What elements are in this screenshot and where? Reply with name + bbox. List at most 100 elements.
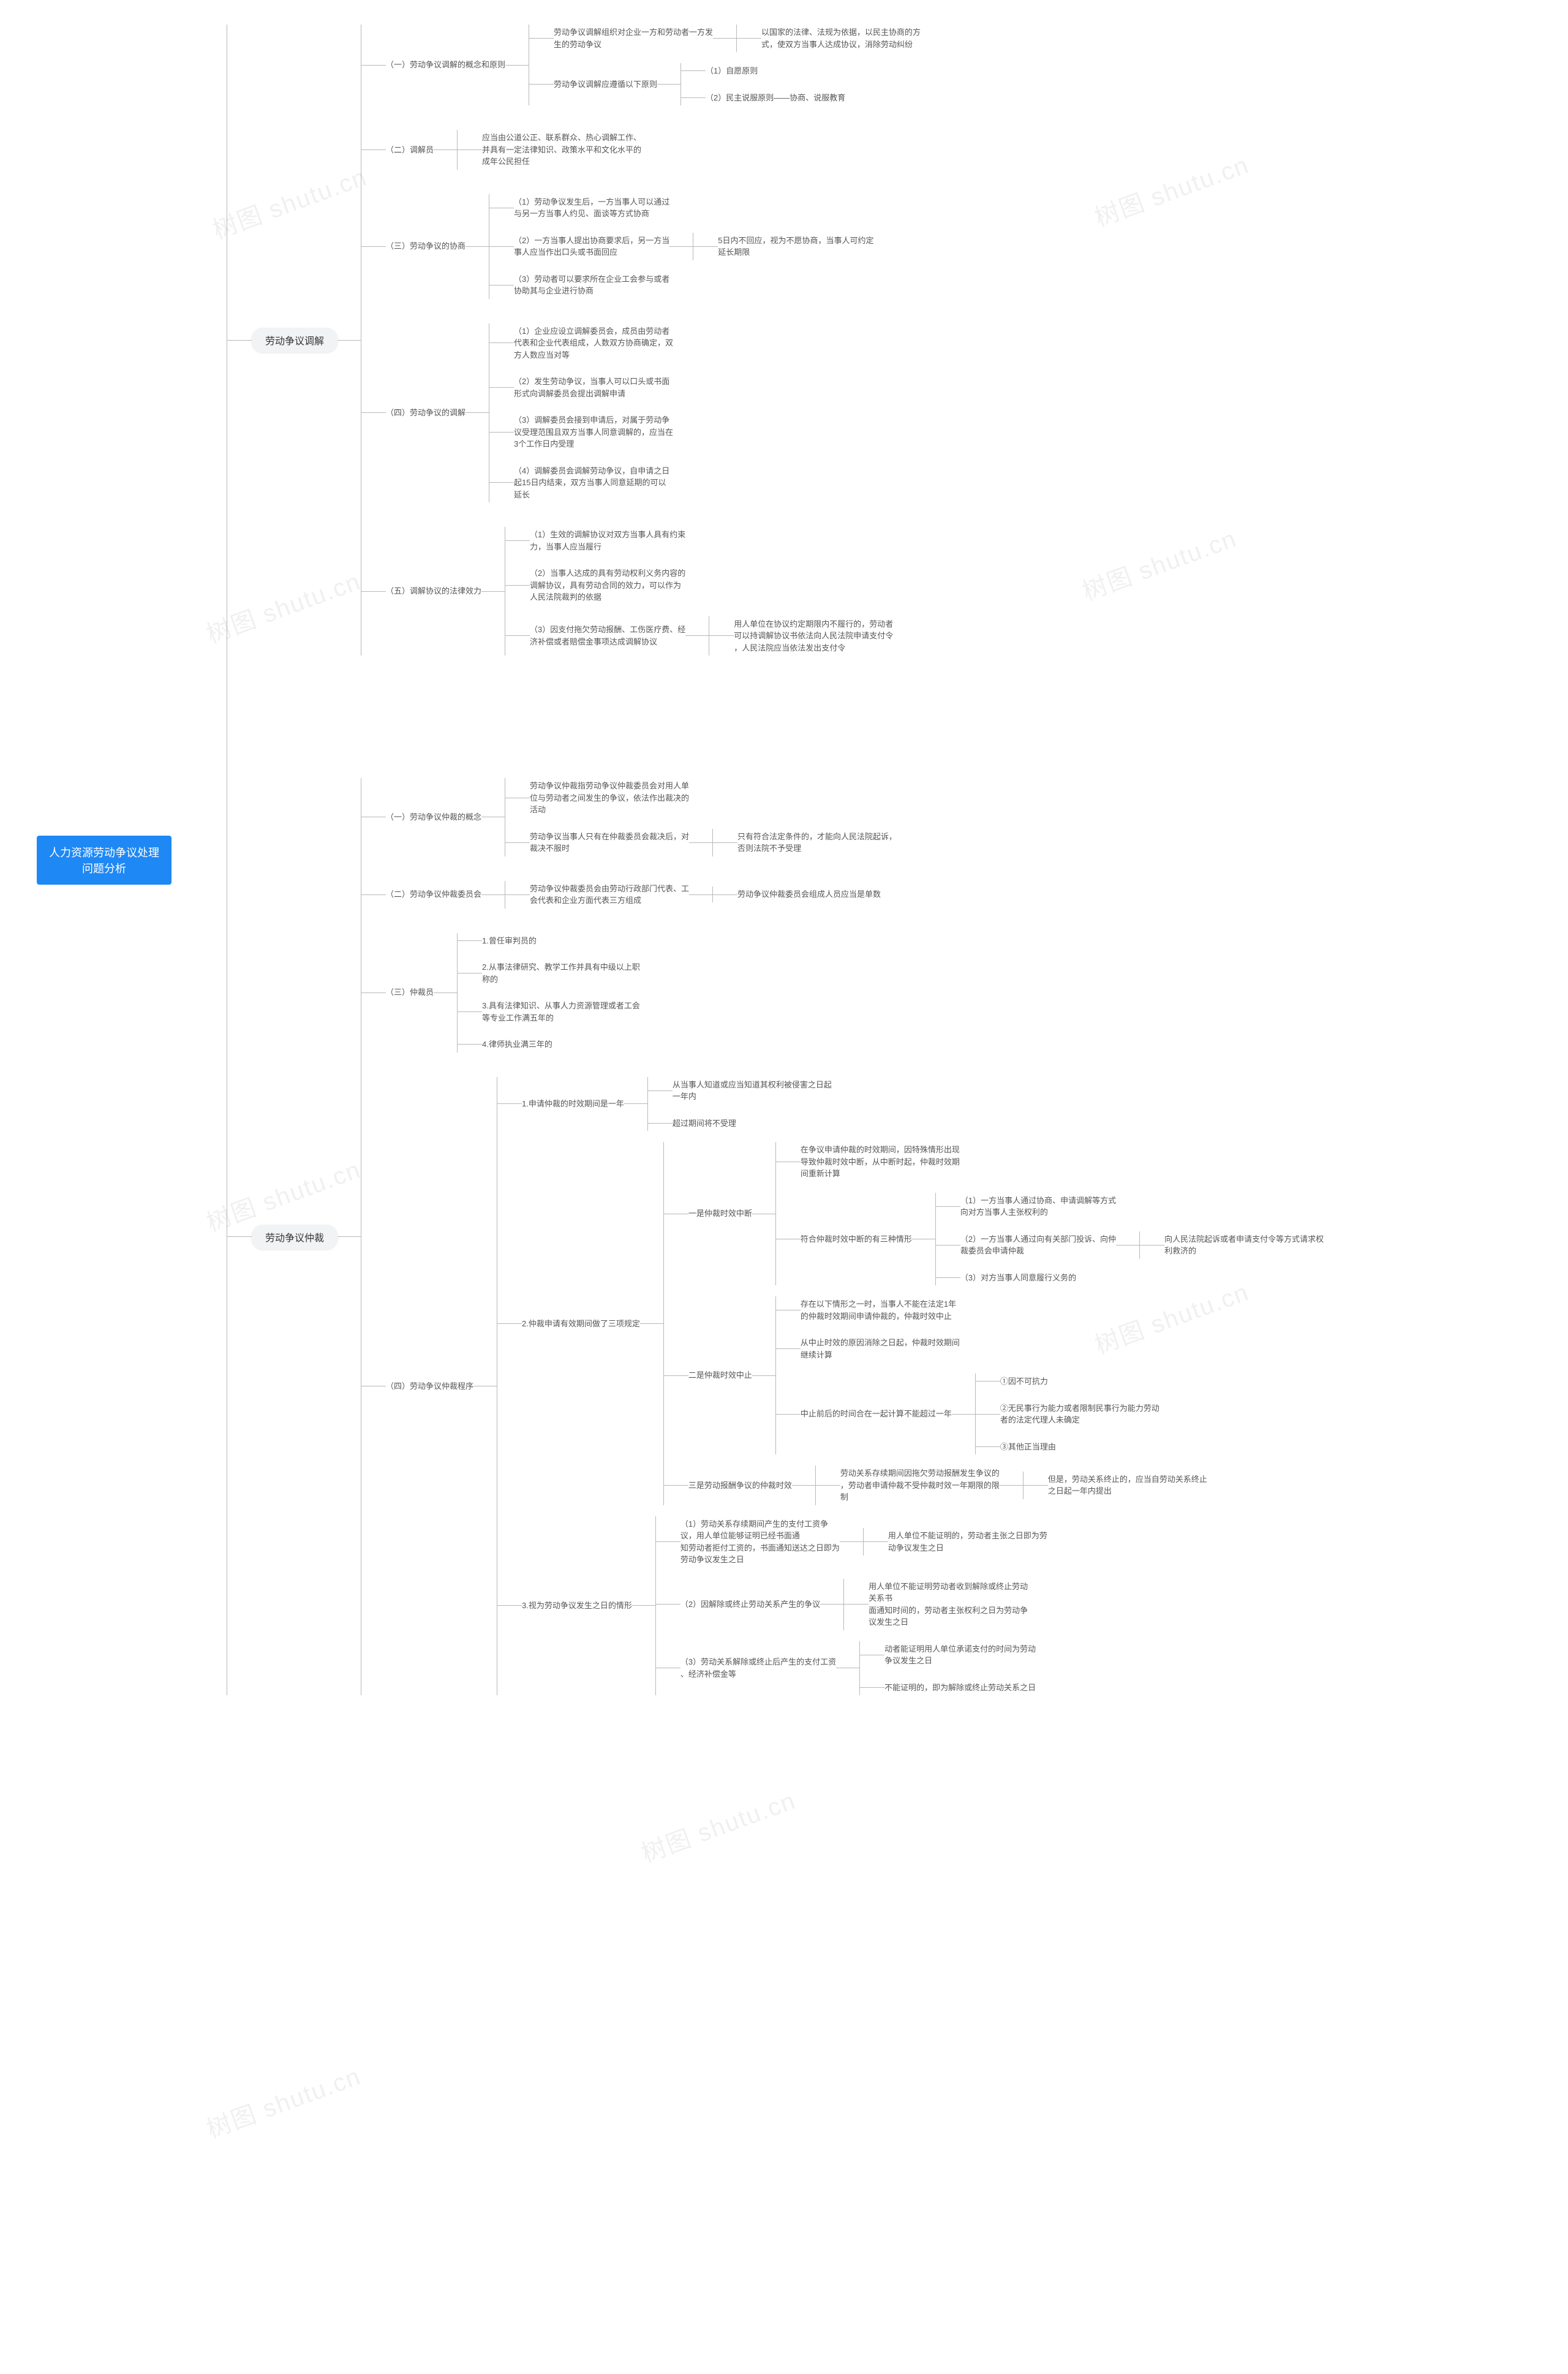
leaf-node[interactable]: 2.从事法律研究、教学工作并具有中级以上职 称的 <box>482 959 640 987</box>
root-node[interactable]: 人力资源劳动争议处理 问题分析 <box>37 836 172 885</box>
leaf-node[interactable]: （3）劳动关系解除或终止后产生的支付工资 、经济补偿金等 <box>680 1654 836 1682</box>
leaf-node[interactable]: 1.申请仲裁的时效期间是一年 <box>522 1096 624 1112</box>
leaf-node[interactable]: （3）调解委员会接到申请后，对属于劳动争 议受理范围且双方当事人同意调解的，应当… <box>514 412 673 452</box>
connector-line <box>505 635 530 636</box>
leaf-node[interactable]: 一是仲裁时效中断 <box>688 1206 752 1222</box>
connector-line <box>489 246 514 247</box>
node-row: （3）劳动关系解除或终止后产生的支付工资 、经济补偿金等 动者能证明用人单位承诺支… <box>656 1641 1047 1696</box>
leaf-node[interactable]: （2）一方当事人通过向有关部门投诉、向仲 裁委员会申请仲裁 <box>960 1231 1116 1259</box>
connector-line <box>632 1605 655 1606</box>
leaf-node[interactable]: 只有符合法定条件的，才能向人民法院起诉， 否则法院不予受理 <box>737 829 897 856</box>
leaf-node[interactable]: ②无民事行为能力或者限制民事行为能力劳动 者的法定代理人未确定 <box>1000 1401 1159 1428</box>
node-column: 但是，劳动关系终止的，应当自劳动关系终止 之日起一年内提出 <box>1023 1472 1207 1499</box>
connector-line <box>693 246 718 247</box>
node-row: （四）劳动争议的调解 （1）企业应设立调解委员会，成员由劳动者 代表和企业代表组成… <box>361 323 921 503</box>
leaf-node[interactable]: 从当事人知道或应当知道其权利被侵害之日起 一年内 <box>673 1077 832 1105</box>
leaf-node[interactable]: 在争议申请仲裁的时效期间，因特殊情形出现 导致仲裁时效中断，从中断时起，仲裁时效… <box>801 1142 960 1182</box>
leaf-node[interactable]: （五）调解协议的法律效力 <box>386 583 481 599</box>
leaf-node[interactable]: 符合仲裁时效中断的有三种情形 <box>801 1231 912 1247</box>
connector-line <box>737 38 761 39</box>
connector-line <box>458 1044 482 1045</box>
node-row: （二）劳动争议仲裁委员会 劳动争议仲裁委员会由劳动行政部门代表、工 会代表和企业方… <box>361 881 1324 909</box>
node-row: ③其他正当理由 <box>976 1439 1159 1455</box>
leaf-node[interactable]: ①因不可抗力 <box>1000 1374 1048 1389</box>
node-row: （3）对方当事人同意履行义务的 <box>936 1270 1324 1286</box>
leaf-node[interactable]: （1）自愿原则 <box>706 63 758 79</box>
leaf-node[interactable]: （3）因支付拖欠劳动报酬、工伤医疗费、经 济补偿或者赔偿金事项达成调解协议 <box>530 622 685 649</box>
leaf-node[interactable]: （1）企业应设立调解委员会，成员由劳动者 代表和企业代表组成，人数双方协商确定，… <box>514 323 673 363</box>
leaf-node[interactable]: ③其他正当理由 <box>1000 1439 1056 1455</box>
node-row: （1）自愿原则 <box>681 63 845 79</box>
leaf-node[interactable]: 3.视为劳动争议发生之日的情形 <box>522 1598 632 1614</box>
node-row: 用人单位不能证明的，劳动者主张之日即为劳 动争议发生之日 <box>864 1528 1047 1556</box>
leaf-node[interactable]: （一）劳动争议仲裁的概念 <box>386 809 481 825</box>
leaf-node[interactable]: （一）劳动争议调解的概念和原则 <box>386 57 505 73</box>
leaf-node[interactable]: 1.曾任审判员的 <box>482 933 537 949</box>
leaf-node[interactable]: （二）调解员 <box>386 142 434 158</box>
leaf-node[interactable]: （1）劳动争议发生后，一方当事人可以通过 与另一方当事人约见、面谈等方式协商 <box>514 194 669 222</box>
node-row: （2）一方当事人提出协商要求后，另一方当 事人应当作出口头或书面回应 5日内不回应… <box>489 233 873 260</box>
leaf-node[interactable]: （2）因解除或终止劳动关系产生的争议 <box>680 1597 820 1612</box>
connector-line <box>689 842 712 843</box>
node-row: 应当由公道公正、联系群众、热心调解工作、 并具有一定法律知识、政策水平和文化水平… <box>458 130 641 170</box>
branch-node[interactable]: 劳动争议调解 <box>252 328 337 352</box>
leaf-node[interactable]: 存在以下情形之一时，当事人不能在法定1年 的仲裁时效期间申请仲裁的，仲裁时效中止 <box>801 1296 956 1324</box>
leaf-node[interactable]: 劳动争议调解组织对企业一方和劳动者一方发 生的劳动争议 <box>554 25 713 52</box>
leaf-node[interactable]: （二）劳动争议仲裁委员会 <box>386 886 481 902</box>
leaf-node[interactable]: 以国家的法律、法规为依据，以民主协商的方 式，使双方当事人达成协议，消除劳动纠纷 <box>761 25 921 52</box>
leaf-node[interactable]: 劳动争议调解应遵循以下原则 <box>554 77 657 93</box>
connector-line <box>1140 1245 1164 1246</box>
leaf-node[interactable]: 从中止时效的原因消除之日起，仲裁时效期间 继续计算 <box>801 1335 960 1363</box>
leaf-node[interactable]: 劳动争议仲裁委员会由劳动行政部门代表、工 会代表和企业方面代表三方组成 <box>530 881 689 909</box>
leaf-node[interactable]: 用人单位不能证明的，劳动者主张之日即为劳 动争议发生之日 <box>888 1528 1047 1556</box>
leaf-node[interactable]: 动者能证明用人单位承诺支付的时间为劳动 争议发生之日 <box>884 1641 1036 1669</box>
node-row: 以国家的法律、法规为依据，以民主协商的方 式，使双方当事人达成协议，消除劳动纠纷 <box>737 25 921 52</box>
leaf-node[interactable]: （2）民主说服原则——协商、说服教育 <box>706 90 845 106</box>
leaf-node[interactable]: （1）劳动关系存续期间产生的支付工资争议，用人单位能够证明已经书面通 知劳动者拒… <box>680 1516 840 1568</box>
leaf-node[interactable]: 但是，劳动关系终止的，应当自劳动关系终止 之日起一年内提出 <box>1048 1472 1207 1499</box>
node-row: （二）调解员 应当由公道公正、联系群众、热心调解工作、 并具有一定法律知识、政策水… <box>361 130 921 170</box>
leaf-node[interactable]: （2）发生劳动争议，当事人可以口头或书面 形式向调解委员会提出调解申请 <box>514 374 669 401</box>
leaf-node[interactable]: 4.律师执业满三年的 <box>482 1037 552 1053</box>
connector-line <box>481 591 505 592</box>
node-row: 动者能证明用人单位承诺支付的时间为劳动 争议发生之日 <box>860 1641 1036 1669</box>
node-row: 符合仲裁时效中断的有三种情形 （1）一方当事人通过协商、申请调解等方式 向对方当事… <box>776 1193 1324 1286</box>
node-row: （五）调解协议的法律效力 （1）生效的调解协议对双方当事人具有约束 力，当事人应当… <box>361 527 921 656</box>
connector-line <box>860 1687 884 1688</box>
leaf-node[interactable]: 二是仲裁时效中止 <box>688 1367 752 1383</box>
node-column: 用人单位在协议约定期限内不履行的，劳动者 可以持调解协议书依法向人民法院申请支付… <box>709 616 893 656</box>
leaf-node[interactable]: （2）一方当事人提出协商要求后，另一方当 事人应当作出口头或书面回应 <box>514 233 669 260</box>
leaf-node[interactable]: 劳动争议仲裁委员会组成人员应当是单数 <box>737 886 881 902</box>
leaf-node[interactable]: 超过期间将不受理 <box>673 1116 736 1132</box>
leaf-node[interactable]: 用人单位不能证明劳动者收到解除或终止劳动关系书 面通知时间的，劳动者主张权利之日… <box>869 1579 1028 1630</box>
leaf-node[interactable]: 向人民法院起诉或者申请支付令等方式请求权 利救济的 <box>1164 1231 1324 1259</box>
leaf-node[interactable]: 中止前后的时间合在一起计算不能超过一年 <box>801 1406 952 1422</box>
node-column: 一是仲裁时效中断 在争议申请仲裁的时效期间，因特殊情形出现 导致仲裁时效中断，从中… <box>663 1142 1324 1505</box>
leaf-node[interactable]: 应当由公道公正、联系群众、热心调解工作、 并具有一定法律知识、政策水平和文化水平… <box>482 130 641 170</box>
node-column: 向人民法院起诉或者申请支付令等方式请求权 利救济的 <box>1139 1231 1324 1259</box>
leaf-node[interactable]: （1）生效的调解协议对双方当事人具有约束 力，当事人应当履行 <box>530 527 685 554</box>
connector-line <box>820 1604 843 1605</box>
leaf-node[interactable]: （1）一方当事人通过协商、申请调解等方式 向对方当事人主张权利的 <box>960 1193 1116 1220</box>
leaf-node[interactable]: 劳动关系存续期间因拖欠劳动报酬发生争议的 ，劳动者申请仲裁不受仲裁时效一年期限的… <box>840 1465 1000 1505</box>
leaf-node[interactable]: 用人单位在协议约定期限内不履行的，劳动者 可以持调解协议书依法向人民法院申请支付… <box>734 616 893 656</box>
leaf-node[interactable]: （三）仲裁员 <box>386 985 434 1000</box>
leaf-node[interactable]: （4）调解委员会调解劳动争议，自申请之日 起15日内结束，双方当事人同意延期的可… <box>514 463 669 503</box>
leaf-node[interactable]: 不能证明的，即为解除或终止劳动关系之日 <box>884 1680 1036 1696</box>
leaf-node[interactable]: （三）劳动争议的协商 <box>386 238 466 254</box>
leaf-node[interactable]: 三是劳动报酬争议的仲裁时效 <box>688 1478 792 1494</box>
leaf-node[interactable]: 3.具有法律知识、从事人力资源管理或者工会 等专业工作满五年的 <box>482 998 640 1026</box>
connector-line <box>936 1206 960 1207</box>
leaf-node[interactable]: （3）对方当事人同意履行义务的 <box>960 1270 1076 1286</box>
node-column: 以国家的法律、法规为依据，以民主协商的方 式，使双方当事人达成协议，消除劳动纠纷 <box>736 25 921 52</box>
leaf-node[interactable]: （四）劳动争议的调解 <box>386 405 466 421</box>
leaf-node[interactable]: （四）劳动争议仲裁程序 <box>386 1378 473 1394</box>
leaf-node[interactable]: （2）当事人达成的具有劳动权利义务内容的 调解协议，具有劳动合同的效力，可以作为… <box>530 565 685 605</box>
leaf-node[interactable]: 劳动争议当事人只有在仲裁委员会裁决后，对 裁决不服时 <box>530 829 689 856</box>
connector-line <box>792 1485 815 1486</box>
branch-node[interactable]: 劳动争议仲裁 <box>252 1225 337 1249</box>
leaf-node[interactable]: 劳动争议仲裁指劳动争议仲裁委员会对用人单 位与劳动者之间发生的争议，依法作出裁决… <box>530 778 689 818</box>
leaf-node[interactable]: 2.仲裁申请有效期间做了三项规定 <box>522 1316 640 1332</box>
leaf-node[interactable]: 5日内不回应，视为不愿协商，当事人可约定 延长期限 <box>718 233 873 260</box>
leaf-node[interactable]: （3）劳动者可以要求所在企业工会参与或者 协助其与企业进行协商 <box>514 271 669 299</box>
